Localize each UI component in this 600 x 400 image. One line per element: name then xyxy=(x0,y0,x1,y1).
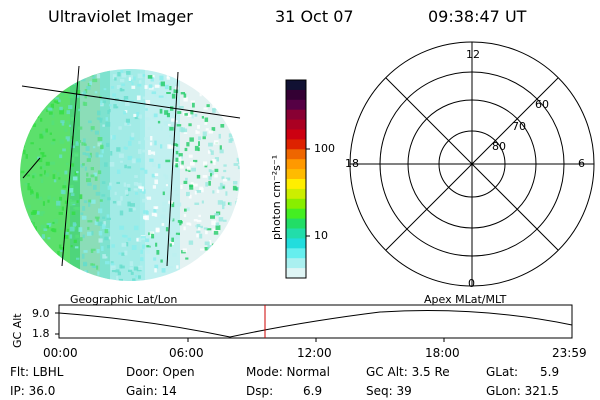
colorbar-segment xyxy=(286,109,306,121)
lon-line xyxy=(22,157,41,179)
polar-grid xyxy=(349,41,595,287)
time-label: 09:38:47 UT xyxy=(428,7,527,26)
door-info: Door: Open xyxy=(126,365,195,379)
colorbar-segment xyxy=(286,198,306,210)
colorbar-segment xyxy=(286,99,306,111)
colorbar-segment xyxy=(286,248,306,259)
time-tick-0000: 00:00 xyxy=(43,346,78,360)
mlt-label-0: 0 xyxy=(468,277,475,290)
dsp-value: 6.9 xyxy=(303,384,323,398)
colorbar-tick-100: 100 xyxy=(314,142,335,155)
imager-coords-label: Geographic Lat/Lon xyxy=(70,293,178,306)
lon-line xyxy=(61,65,80,267)
glat-value: 5.9 xyxy=(540,365,560,379)
filter-info: Flt: LBHL xyxy=(10,365,64,379)
colorbar-segment xyxy=(286,179,306,190)
time-tick-1800: 18:00 xyxy=(425,346,460,360)
colorbar-segment xyxy=(286,80,306,91)
glon-info: GLon: 321.5 xyxy=(486,384,559,398)
colorbar-segment xyxy=(286,129,306,140)
altitude-tick-9: 9.0 xyxy=(32,307,50,320)
colorbar-segment xyxy=(286,238,306,249)
ip-info: IP: 36.0 xyxy=(10,384,56,398)
glat-info: GLat: xyxy=(486,365,519,379)
altitude-axis-label: GC Alt xyxy=(11,313,24,348)
colorbar-segment xyxy=(286,258,306,269)
colorbar-segment xyxy=(286,139,306,150)
lon-line xyxy=(166,71,179,267)
mlat-label-70: 70 xyxy=(512,120,526,133)
time-tick-1200: 12:00 xyxy=(297,346,332,360)
mode-info: Mode: Normal xyxy=(246,365,330,379)
date-label: 31 Oct 07 xyxy=(275,7,354,26)
colorbar-segment xyxy=(286,169,306,180)
gc-alt-info: GC Alt: 3.5 Re xyxy=(366,365,450,379)
colorbar-segment xyxy=(286,228,306,239)
colorbar-segment xyxy=(286,188,306,200)
mlat-label-60: 60 xyxy=(535,98,549,111)
colorbar-tick-10: 10 xyxy=(314,229,328,242)
colorbar-segment xyxy=(286,149,306,160)
colorbar-segment xyxy=(286,218,306,229)
time-tick-2359: 23:59 xyxy=(552,346,587,360)
colorbar xyxy=(286,80,306,279)
mlt-label-6: 6 xyxy=(578,157,585,170)
mlat-label-80: 80 xyxy=(492,140,506,153)
mlt-label-12: 12 xyxy=(466,48,480,61)
colorbar-segment xyxy=(286,268,306,279)
colorbar-segment xyxy=(286,89,306,101)
colorbar-segment xyxy=(286,119,306,130)
altitude-curve xyxy=(58,310,573,338)
colorbar-segment xyxy=(286,159,306,170)
gain-info: Gain: 14 xyxy=(126,384,177,398)
altitude-panel xyxy=(55,304,573,342)
time-tick-0600: 06:00 xyxy=(169,346,204,360)
seq-info: Seq: 39 xyxy=(366,384,412,398)
instrument-title: Ultraviolet Imager xyxy=(48,7,193,26)
colorbar-unit-label: photon cm⁻²s⁻¹ xyxy=(270,154,283,240)
imager-disc xyxy=(20,65,241,281)
lat-line xyxy=(21,85,241,119)
polar-coords-label: Apex MLat/MLT xyxy=(424,293,507,306)
altitude-tick-1-8: 1.8 xyxy=(32,327,50,340)
colorbar-segment xyxy=(286,208,306,220)
dsp-info: Dsp: xyxy=(246,384,274,398)
mlt-label-18: 18 xyxy=(345,157,359,170)
